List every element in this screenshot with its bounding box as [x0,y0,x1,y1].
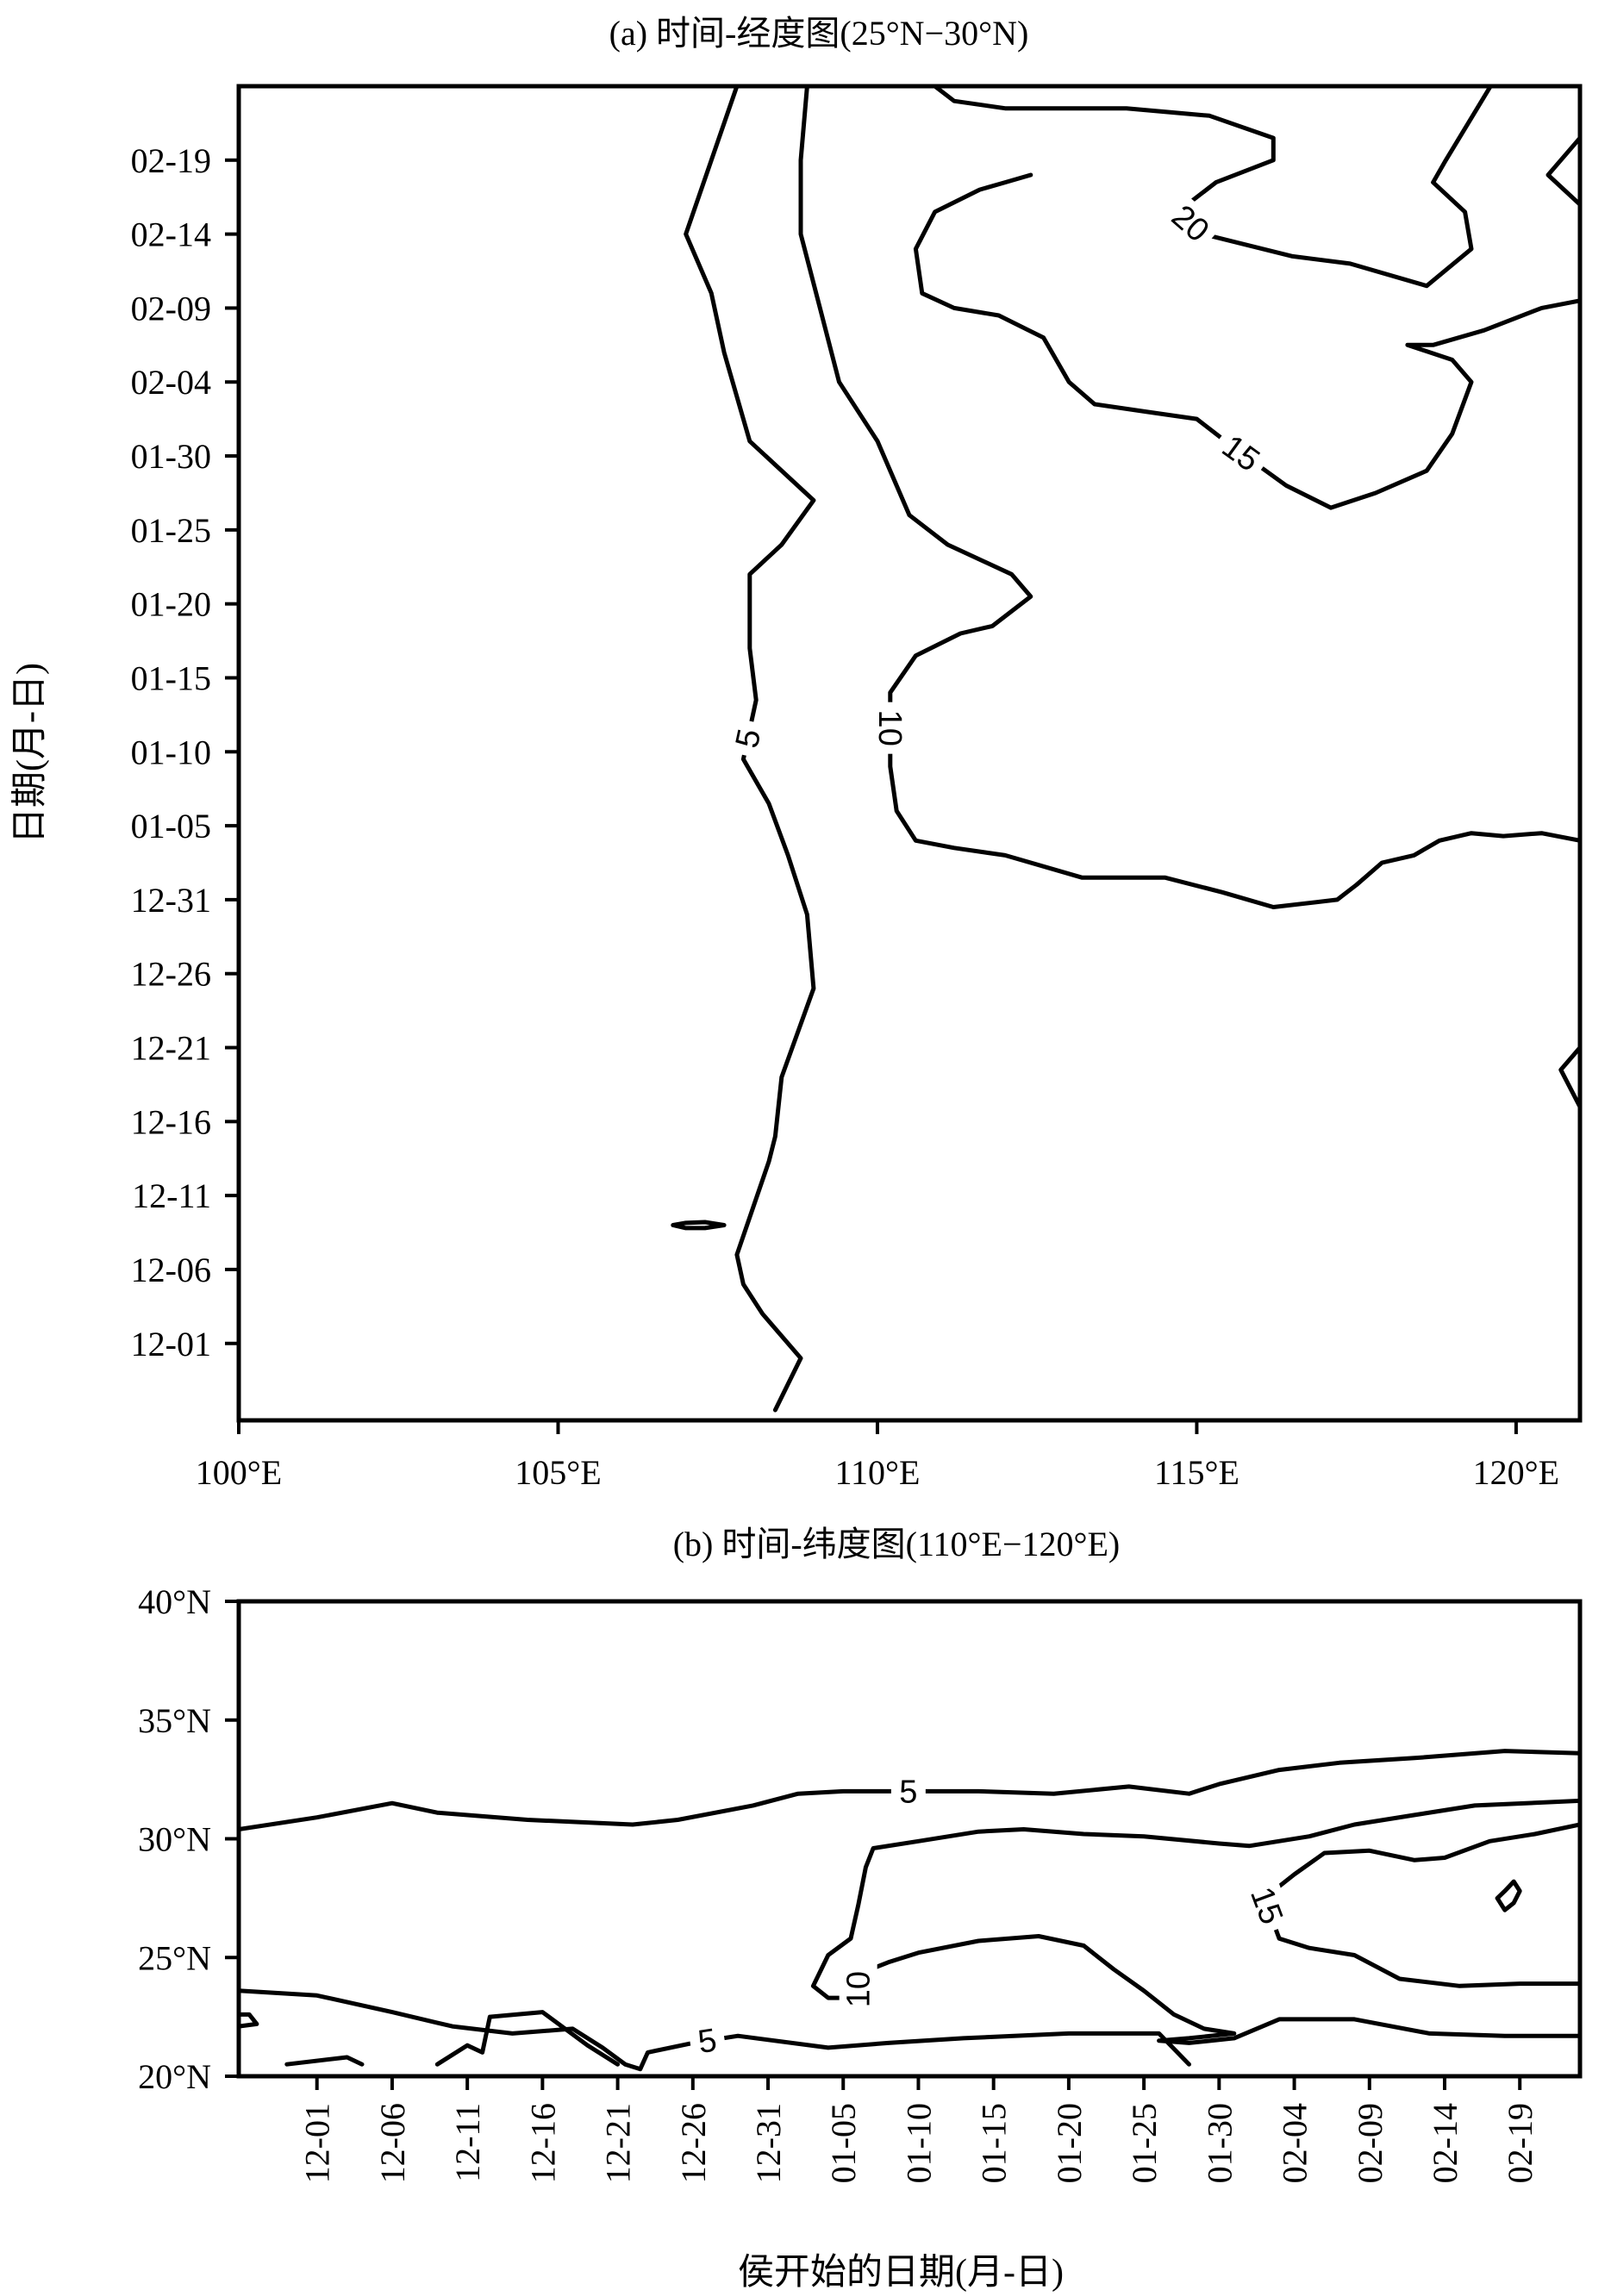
panel-b-xtick-label: 01-10 [900,2103,939,2183]
panel-a-contours [671,86,1580,1413]
panel-b-frame [236,1599,1583,2079]
panel-a-ytick-label: 12-16 [131,1102,211,1141]
panel-b-contour-minor-6 [434,2010,621,2067]
panel-a-contour-minor-4 [1545,135,1580,207]
panel-b-ytick-label: 40°N [138,1582,211,1621]
panel-a-ytick-label: 02-14 [131,215,211,254]
panel-a-contour-label-0-mask [725,717,771,759]
panel-b-xtick-label: 02-04 [1276,2103,1314,2183]
panel-b-title: (b) 时间-纬度图(110°E−120°E) [673,1525,1121,1563]
panel-a-contour-label-2-mask [1208,422,1274,484]
panel-b-ticks: 12-01 12-06 12-11 12-16 12-21 12-26 12-31 01-05… [138,1582,1539,2183]
panel-a-xtick-label: 120°E [1473,1453,1559,1492]
panel-a-contour-label-3-mask [1158,191,1223,255]
panel-b-xtick-label: 12-21 [599,2103,638,2183]
panel-a-contour-20-3 [933,86,1493,289]
panel-b-ytick-label: 35°N [138,1701,211,1740]
panel-a-ytick-label: 12-01 [131,1325,211,1363]
panel-a-xtick-label: 115°E [1154,1453,1239,1492]
panel-b-contour-minor-7 [1495,1879,1522,1912]
panel-a-contour-label-1: 10 [871,710,908,746]
panel-a-ytick-label: 02-09 [131,289,211,328]
panel-b-xtick-label: 12-06 [373,2103,412,2183]
panel-a-ytick-label: 01-20 [131,585,211,624]
panel-b-contour-label-0-mask [890,1772,926,1811]
panel-a-xtick-label: 110°E [834,1453,920,1492]
panel-b-xtick-label: 01-05 [824,2103,863,2183]
panel-b-ytick-label: 20°N [138,2057,211,2096]
panel-b-contour-minor-5 [284,2055,365,2067]
panel-b-xtick-label: 02-19 [1501,2103,1539,2183]
panel-b-contour-minor-4 [239,2012,259,2029]
panel-b-xtick-label: 02-14 [1426,2103,1464,2183]
panel-a-ylabel: 日期(月-日) [10,663,50,844]
panel-a-ytick-label: 02-19 [131,141,211,180]
panel-a-ytick-label: 12-31 [131,881,211,920]
panel-b-xtick-label: 01-20 [1050,2103,1089,2183]
panel-a-contour-minor-5 [1558,1045,1580,1109]
panel-a-contour-5-0 [684,86,816,1413]
panel-b-xtick-label: 12-31 [749,2103,788,2183]
panel-b-contour-10-1 [810,1798,1580,2045]
panel-b-contour-label-2-mask [1239,1875,1294,1937]
panel-a-ytick-label: 02-04 [131,363,211,402]
panel-b-contour-label-1-mask [839,1963,877,2016]
panel-b-contour-label-3-mask [687,2018,727,2062]
panel-a-ytick-label: 12-06 [131,1251,211,1289]
panel-a-xtick-label: 105°E [515,1453,601,1492]
panel-a-contour-10-1 [798,86,1580,909]
panel-b-xtick-label: 01-25 [1125,2103,1164,2183]
panel-a-contour-label-1-mask [871,702,909,754]
panel-b-contour-15-2 [1262,1822,1580,1988]
panel-b-contour-label-0: 5 [899,1774,917,1810]
panel-a-contour-minor-6 [671,1220,727,1231]
panel-a-ytick-label: 12-21 [131,1029,211,1068]
panel-a-ytick-label: 01-30 [131,437,211,476]
panel-b-xtick-label: 12-01 [298,2103,337,2183]
panel-b-xtick-label: 02-09 [1351,2103,1389,2183]
panel-b-xtick-label: 01-15 [975,2103,1014,2183]
panel-a-xtick-label: 100°E [196,1453,282,1492]
panel-b-xlabel: 侯开始的日期(月-日) [738,2253,1064,2293]
panel-a-ytick-label: 01-05 [131,807,211,845]
panel-b-xtick-label: 12-26 [674,2103,713,2183]
panel-a-ytick-label: 12-11 [132,1176,211,1215]
panel-b-ytick-label: 25°N [138,1938,211,1977]
panel-b-xtick-label: 12-16 [523,2103,562,2183]
panel-a-ytick-label: 12-26 [131,955,211,994]
panel-a-ticks: 100°E 105°E 110°E 115°E 120°E 12-01 12-06 12-11… [131,141,1559,1492]
panel-b-xtick-label: 12-11 [448,2103,487,2182]
panel-a-ytick-label: 01-25 [131,511,211,550]
panel-b-xtick-label: 01-30 [1200,2103,1239,2183]
panel-a-title: (a) 时间-经度图(25°N−30°N) [609,14,1029,53]
panel-b-contour-label-1: 10 [841,1971,877,2007]
panel-a-ytick-label: 01-15 [131,658,211,697]
panel-b-ytick-label: 30°N [138,1820,211,1859]
panel-a-contour-15-2 [913,172,1580,510]
panel-a-frame [236,84,1583,1423]
panel-b-contour-5-3 [239,1988,1191,2072]
panel-a-ytick-label: 01-10 [131,733,211,771]
